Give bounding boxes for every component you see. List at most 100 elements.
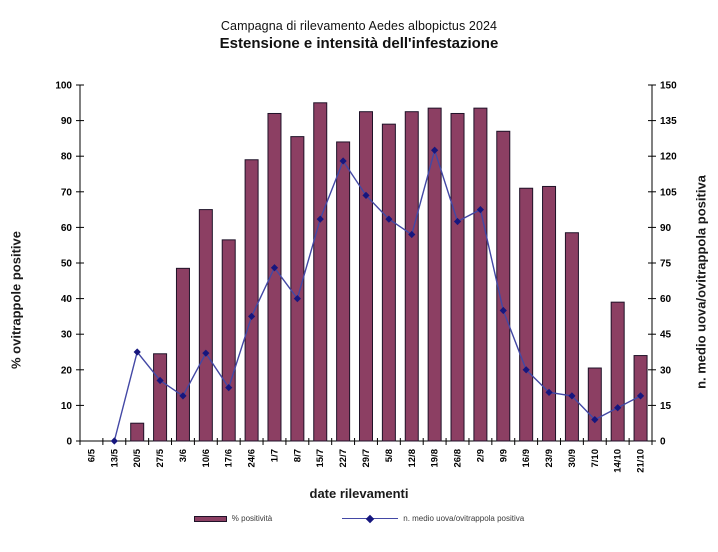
diamond-marker-icon <box>476 206 484 214</box>
left-axis-ticks: 0 10 20 30 40 50 60 70 80 90 100 <box>55 81 84 448</box>
x-tick-label: 2/9 <box>475 449 486 462</box>
chart-subtitle: Estensione e intensità dell'infestazione <box>219 34 499 52</box>
x-tick-label: 15/7 <box>315 449 326 468</box>
left-tick-label: 60 <box>61 223 73 234</box>
diamond-marker-icon <box>339 157 347 165</box>
bar <box>473 107 488 442</box>
x-tick-label: 1/7 <box>269 449 280 462</box>
x-tick-label: 13/5 <box>109 448 120 467</box>
x-tick-label: 7/10 <box>590 449 601 468</box>
x-axis-title: date rilevamenti <box>309 486 409 501</box>
diamond-marker-icon <box>522 366 530 374</box>
x-axis-labels: 6/5 13/5 20/5 27/5 3/6 10/6 17/6 24/6 1/7 8/7 15/7… <box>86 448 646 472</box>
bar <box>313 102 328 442</box>
x-tick-label: 27/5 <box>155 448 166 467</box>
right-tick-label: 60 <box>660 294 672 305</box>
left-tick-label: 50 <box>61 259 73 270</box>
x-tick-label: 23/9 <box>544 449 555 468</box>
bars-group <box>130 102 648 442</box>
bar <box>130 422 145 442</box>
left-tick-label: 0 <box>66 437 72 448</box>
left-tick-label: 80 <box>61 152 73 163</box>
diamond-marker-icon <box>202 349 210 357</box>
bar <box>381 123 396 442</box>
bar <box>175 267 190 442</box>
x-tick-label: 20/5 <box>132 448 143 467</box>
diamond-marker-icon <box>110 437 118 445</box>
diamond-marker-icon <box>545 388 553 396</box>
legend-label-line-series: n. medio uova/ovitrappola positiva <box>403 514 525 523</box>
diamond-marker-icon <box>385 215 393 223</box>
right-tick-label: 105 <box>660 187 677 198</box>
diamond-marker-icon <box>225 384 233 392</box>
bar <box>610 301 625 442</box>
right-axis-ticks: 0 15 30 45 60 75 90 105 120 135 150 <box>648 81 677 448</box>
right-tick-label: 30 <box>660 365 672 376</box>
x-tick-label: 30/9 <box>567 449 578 468</box>
bar <box>359 111 373 442</box>
diamond-marker-icon <box>636 392 645 400</box>
bar <box>427 107 442 442</box>
diamond-marker-icon <box>316 215 324 223</box>
diamond-marker-icon <box>133 348 141 356</box>
chart-title-block: Campagna di rilevamento Aedes albopictus… <box>0 19 718 53</box>
line-series-swatch-icon <box>342 514 399 523</box>
legend-label-bar-series: % positività <box>231 514 273 523</box>
right-tick-label: 15 <box>660 401 672 412</box>
left-tick-label: 40 <box>61 294 73 305</box>
legend: % positività n. medio uova/ovitrappola p… <box>0 514 718 523</box>
left-tick-label: 70 <box>61 187 73 198</box>
x-axis-ticks <box>79 438 653 445</box>
bar <box>450 112 465 442</box>
x-tick-label: 24/6 <box>247 449 258 468</box>
bar <box>221 239 236 442</box>
x-tick-label: 9/9 <box>498 449 509 462</box>
left-tick-label: 100 <box>55 81 72 92</box>
bar-series-swatch-icon <box>193 515 227 522</box>
x-tick-label: 16/9 <box>521 449 532 468</box>
right-tick-label: 45 <box>660 330 672 341</box>
x-tick-label: 26/8 <box>453 449 464 468</box>
diamond-marker-icon <box>431 146 439 154</box>
x-tick-label: 6/5 <box>86 448 97 462</box>
diamond-marker-icon <box>156 376 164 385</box>
line-series-group <box>110 146 645 445</box>
legend-item-line-series: n. medio uova/ovitrappola positiva <box>342 514 524 523</box>
diamond-marker-icon <box>408 230 416 239</box>
left-axis-title: % ovitrappole positive <box>8 231 24 369</box>
right-tick-label: 90 <box>660 223 672 234</box>
bar <box>542 185 557 442</box>
line-series <box>113 147 641 442</box>
diamond-marker-icon <box>499 306 507 315</box>
bar <box>496 130 511 442</box>
bar <box>290 136 305 442</box>
left-tick-label: 20 <box>61 365 73 376</box>
x-tick-label: 3/6 <box>178 449 189 462</box>
left-tick-label: 30 <box>61 330 73 341</box>
diamond-marker-icon <box>270 264 279 272</box>
bar <box>587 367 602 442</box>
bar <box>404 111 419 442</box>
right-tick-label: 150 <box>660 81 677 92</box>
diamond-marker-icon <box>614 404 622 412</box>
bar <box>153 353 168 442</box>
right-tick-label: 75 <box>660 259 672 270</box>
left-tick-label: 10 <box>61 401 73 412</box>
bar <box>336 141 351 442</box>
chart-title: Campagna di rilevamento Aedes albopictus… <box>220 19 498 33</box>
right-tick-label: 120 <box>660 152 677 163</box>
x-tick-label: 12/8 <box>407 449 418 468</box>
diamond-marker-icon <box>179 392 187 400</box>
x-tick-label: 22/7 <box>338 449 349 468</box>
x-tick-label: 14/10 <box>613 449 624 473</box>
legend-diamond-icon <box>366 514 375 523</box>
diamond-marker-icon <box>362 191 370 199</box>
bar <box>244 159 259 442</box>
right-axis-title: n. medio uova/ovitrappola positiva <box>693 175 709 389</box>
x-tick-label: 5/8 <box>384 449 395 462</box>
diamond-marker-icon <box>248 312 256 320</box>
legend-item-bar-series: % positività <box>193 514 273 523</box>
diamond-marker-icon <box>568 392 576 400</box>
